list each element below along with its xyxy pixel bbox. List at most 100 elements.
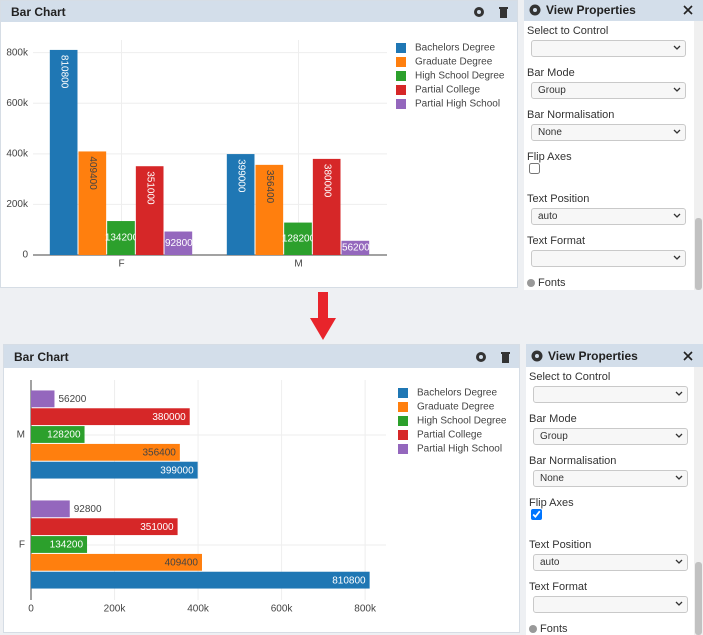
select[interactable] xyxy=(533,596,688,613)
field: Select to Control xyxy=(524,25,693,67)
field-label: Bar Normalisation xyxy=(527,109,615,121)
field-label: Flip Axes xyxy=(527,151,572,163)
chevron xyxy=(675,391,683,396)
legend-swatch xyxy=(396,99,406,109)
value-label: 399000 xyxy=(160,465,194,476)
field-label: Select to Control xyxy=(529,371,611,383)
value-label: 128200 xyxy=(47,430,81,441)
field: Bar Mode Group xyxy=(524,67,693,109)
field-label: Bar Mode xyxy=(529,413,577,425)
legend-label: High School Degree xyxy=(417,416,507,427)
bar xyxy=(312,158,341,255)
y-tick-label: 800k xyxy=(6,47,29,58)
field: Text Position auto xyxy=(526,539,693,581)
scrollbar xyxy=(694,367,703,635)
value-label: 399000 xyxy=(236,159,247,193)
bar xyxy=(341,240,370,255)
panel-body: Select to Control Bar Mode Group Bar Normal… xyxy=(526,371,693,635)
value-label: 409400 xyxy=(165,557,199,568)
select[interactable]: Group xyxy=(533,428,688,445)
bar xyxy=(49,49,78,255)
section-toggle[interactable]: Legend xyxy=(524,289,693,290)
select[interactable]: Group xyxy=(531,82,686,99)
bar xyxy=(255,164,284,255)
section-toggle[interactable]: Fonts xyxy=(526,623,693,635)
bar xyxy=(226,154,255,255)
bar xyxy=(31,553,202,571)
legend-swatch xyxy=(398,444,408,454)
select[interactable] xyxy=(533,386,688,403)
header-icons[interactable] xyxy=(473,5,513,19)
field-label: Flip Axes xyxy=(529,497,574,509)
select[interactable]: auto xyxy=(531,208,686,225)
bar xyxy=(31,443,180,461)
section-toggle[interactable]: Fonts xyxy=(524,277,693,289)
chevron xyxy=(673,45,681,50)
value-label: 356400 xyxy=(142,447,176,458)
field: Flip Axes xyxy=(526,497,693,539)
chevron xyxy=(675,601,683,606)
x-tick-label: 0 xyxy=(28,604,34,615)
scrollbar xyxy=(694,21,703,290)
y-tick-label: 400k xyxy=(6,148,29,159)
x-tick-label: 600k xyxy=(271,604,294,615)
legend-label: Partial High School xyxy=(415,99,500,110)
field: Flip Axes xyxy=(524,151,693,193)
legend-swatch xyxy=(398,402,408,412)
field-label: Bar Mode xyxy=(527,67,575,79)
bar xyxy=(284,222,312,255)
field: Bar Mode Group xyxy=(526,413,693,455)
chevron xyxy=(675,433,683,438)
chevron xyxy=(673,213,681,218)
field-label: Text Position xyxy=(527,193,590,205)
value-label: 128200 xyxy=(282,233,316,244)
value-label: 380000 xyxy=(152,412,186,423)
card-header: Bar Chart xyxy=(4,345,519,368)
legend-label: Bachelors Degree xyxy=(415,43,495,54)
field: Text Format xyxy=(526,581,693,623)
field-label: Bar Normalisation xyxy=(529,455,617,467)
chevron xyxy=(675,559,683,564)
value-label: 92800 xyxy=(165,238,193,249)
select[interactable]: None xyxy=(531,124,686,141)
x-tick-label: 400k xyxy=(187,604,210,615)
legend-swatch xyxy=(396,71,406,81)
field: Select to Control xyxy=(526,371,693,413)
bar xyxy=(31,461,198,479)
field-label: Text Format xyxy=(529,581,588,593)
checkbox[interactable] xyxy=(529,163,540,174)
field: Bar Normalisation None xyxy=(526,455,693,497)
checkbox[interactable] xyxy=(531,509,542,520)
select[interactable]: auto xyxy=(533,554,688,571)
field-label: Text Position xyxy=(529,539,592,551)
field: Text Format xyxy=(524,235,693,277)
x-tick-label: M xyxy=(294,259,302,270)
legend-swatch xyxy=(398,430,408,440)
value-label: 810800 xyxy=(59,55,70,89)
close-button[interactable] xyxy=(683,5,693,15)
y-tick-label: 600k xyxy=(6,98,29,109)
bar xyxy=(31,518,178,536)
y-tick-label: 0 xyxy=(22,250,28,261)
select[interactable] xyxy=(531,250,686,267)
select[interactable] xyxy=(531,40,686,57)
panel-header: View Properties xyxy=(526,344,703,367)
header-icons[interactable] xyxy=(475,350,515,364)
legend-swatch xyxy=(398,388,408,398)
card-title: Bar Chart xyxy=(14,350,69,364)
close-button[interactable] xyxy=(683,351,693,361)
y-tick-label: 200k xyxy=(6,199,29,210)
legend-label: High School Degree xyxy=(415,71,505,82)
select[interactable]: None xyxy=(533,470,688,487)
value-label: 356400 xyxy=(264,170,275,204)
bar xyxy=(31,390,55,408)
chevron xyxy=(673,87,681,92)
legend-label: Partial College xyxy=(415,85,480,96)
x-tick-label: F xyxy=(118,259,124,270)
gear-icon xyxy=(529,4,541,16)
gear-icon xyxy=(531,350,543,362)
legend-swatch xyxy=(396,43,406,53)
bar xyxy=(31,536,88,553)
